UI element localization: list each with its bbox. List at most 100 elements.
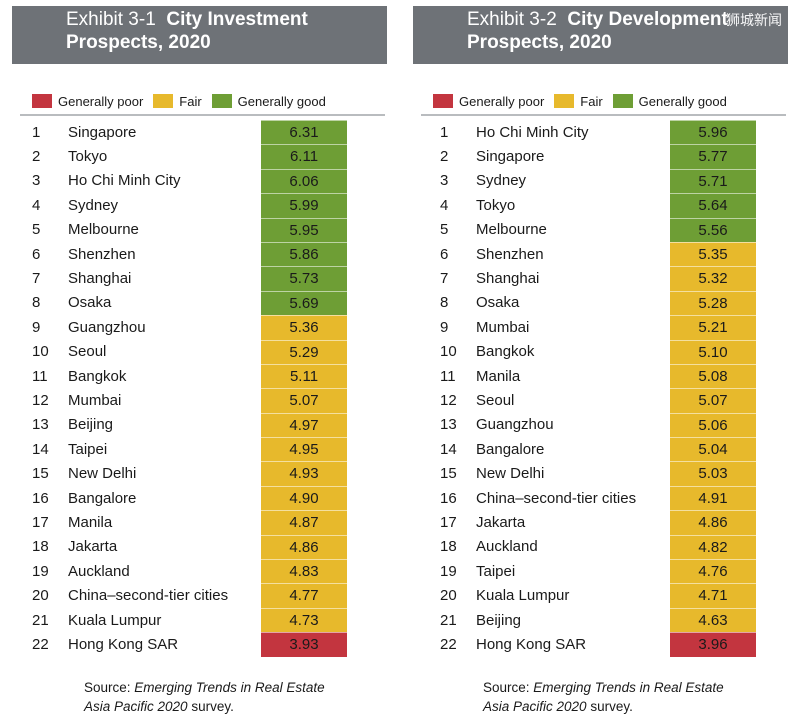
rank-number: 22 <box>32 635 49 653</box>
rank-number: 9 <box>32 318 41 336</box>
score-cell-fair: 5.08 <box>670 363 756 389</box>
rank-number: 1 <box>32 123 41 141</box>
source-suffix: survey. <box>586 699 633 714</box>
city-name: Guangzhou <box>476 416 554 434</box>
score-cell-fair: 5.07 <box>261 388 347 413</box>
rank-number: 3 <box>32 172 41 190</box>
ranking-row: 2 Singapore 5.77 <box>413 144 788 169</box>
rank-number: 5 <box>32 221 41 239</box>
rank-number: 10 <box>440 343 457 361</box>
legend-item-good: Generally good <box>612 94 727 109</box>
rank-number: 16 <box>440 489 457 507</box>
city-name: Mumbai <box>476 318 530 336</box>
city-name: Jakarta <box>476 513 526 531</box>
rank-number: 7 <box>440 270 449 288</box>
rank-number: 17 <box>440 513 457 531</box>
city-name: Tokyo <box>476 196 516 214</box>
ranking-row: 12 Seoul 5.07 <box>413 388 788 413</box>
source-title-2: Asia Pacific 2020 <box>84 699 188 714</box>
ranking-row: 20 China–second-tier cities 4.77 <box>12 583 387 608</box>
rank-number: 3 <box>440 172 449 190</box>
legend: Generally poor Fair Generally good <box>32 93 336 109</box>
ranking-row: 8 Osaka 5.69 <box>12 290 387 316</box>
ranking-row: 10 Bangkok 5.10 <box>413 339 788 364</box>
score-cell-fair: 4.97 <box>261 412 347 438</box>
investment-prospects-panel: Exhibit 3-1 City Investment Prospects, 2… <box>12 0 387 723</box>
rank-number: 16 <box>32 489 49 507</box>
ranking-row: 11 Manila 5.08 <box>413 363 788 389</box>
legend-label-poor: Generally poor <box>459 93 545 109</box>
ranking-row: 6 Shenzhen 5.35 <box>413 241 788 267</box>
ranking-row: 16 China–second-tier cities 4.91 <box>413 485 788 511</box>
ranking-row: 11 Bangkok 5.11 <box>12 363 387 389</box>
legend-swatch-good <box>612 94 633 108</box>
exhibit-title: Exhibit 3-2 City Development Prospects, … <box>467 8 728 54</box>
legend-swatch-fair <box>153 94 174 108</box>
rank-number: 18 <box>32 538 49 556</box>
ranking-row: 19 Auckland 4.83 <box>12 559 387 584</box>
rank-number: 11 <box>440 367 456 385</box>
ranking-list: 1 Singapore 6.31 2 Tokyo 6.11 3 Ho Chi Minh Cit… <box>12 120 387 657</box>
exhibit-number: Exhibit 3-2 <box>467 9 557 30</box>
score-cell-fair: 5.10 <box>670 339 756 364</box>
score-cell-fair: 4.82 <box>670 534 756 560</box>
source-suffix: survey. <box>187 699 234 714</box>
ranking-row: 21 Beijing 4.63 <box>413 607 788 633</box>
source-note: Source: Emerging Trends in Real Estate A… <box>84 678 325 716</box>
rank-number: 14 <box>32 440 49 458</box>
city-name: Bangkok <box>68 367 127 385</box>
score-cell-poor: 3.96 <box>670 632 756 657</box>
score-cell-fair: 4.86 <box>261 534 347 560</box>
city-name: Hong Kong SAR <box>476 635 587 653</box>
exhibit-banner <box>413 6 788 64</box>
city-name: Beijing <box>68 416 114 434</box>
ranking-row: 19 Taipei 4.76 <box>413 559 788 584</box>
score-cell-good: 6.31 <box>261 120 347 145</box>
score-cell-good: 5.71 <box>670 168 756 194</box>
rank-number: 21 <box>440 611 457 629</box>
ranking-row: 13 Guangzhou 5.06 <box>413 412 788 438</box>
rank-number: 12 <box>32 391 49 409</box>
city-name: Ho Chi Minh City <box>476 123 589 141</box>
city-name: Melbourne <box>68 221 139 239</box>
ranking-list: 1 Ho Chi Minh City 5.96 2 Singapore 5.77 3 Sydn… <box>413 120 788 657</box>
source-title-1: Emerging Trends in Real Estate <box>533 680 724 695</box>
legend-swatch-poor <box>32 94 52 108</box>
rank-number: 14 <box>440 440 457 458</box>
ranking-row: 4 Tokyo 5.64 <box>413 193 788 218</box>
rank-number: 6 <box>440 245 449 263</box>
score-cell-fair: 4.93 <box>261 461 347 486</box>
score-cell-good: 5.64 <box>670 193 756 218</box>
exhibit-title-line1: City Investment <box>166 9 308 30</box>
ranking-row: 17 Jakarta 4.86 <box>413 510 788 535</box>
rank-number: 5 <box>440 221 449 239</box>
ranking-row: 5 Melbourne 5.95 <box>12 217 387 242</box>
ranking-row: 22 Hong Kong SAR 3.96 <box>413 632 788 657</box>
divider <box>20 114 385 116</box>
ranking-row: 5 Melbourne 5.56 <box>413 217 788 242</box>
source-note: Source: Emerging Trends in Real Estate A… <box>483 678 724 716</box>
ranking-row: 18 Jakarta 4.86 <box>12 534 387 560</box>
city-name: Manila <box>68 513 113 531</box>
rank-number: 11 <box>32 367 48 385</box>
ranking-row: 7 Shanghai 5.32 <box>413 266 788 291</box>
rank-number: 4 <box>32 196 41 214</box>
rank-number: 20 <box>440 587 457 605</box>
city-name: Ho Chi Minh City <box>68 172 181 190</box>
city-name: Seoul <box>68 343 107 361</box>
city-name: New Delhi <box>476 465 545 483</box>
city-name: Sydney <box>476 172 527 190</box>
city-name: Manila <box>476 367 521 385</box>
score-cell-fair: 4.71 <box>670 583 756 608</box>
score-cell-good: 5.96 <box>670 120 756 145</box>
rank-number: 15 <box>32 465 49 483</box>
city-name: Tokyo <box>68 148 108 166</box>
city-name: Hong Kong SAR <box>68 635 179 653</box>
rank-number: 6 <box>32 245 41 263</box>
score-cell-fair: 5.36 <box>261 315 347 340</box>
score-cell-good: 5.73 <box>261 266 347 291</box>
city-name: Auckland <box>68 562 130 580</box>
score-cell-good: 5.77 <box>670 144 756 169</box>
rank-number: 8 <box>440 294 449 312</box>
watermark: 狮城新闻 <box>726 13 782 29</box>
